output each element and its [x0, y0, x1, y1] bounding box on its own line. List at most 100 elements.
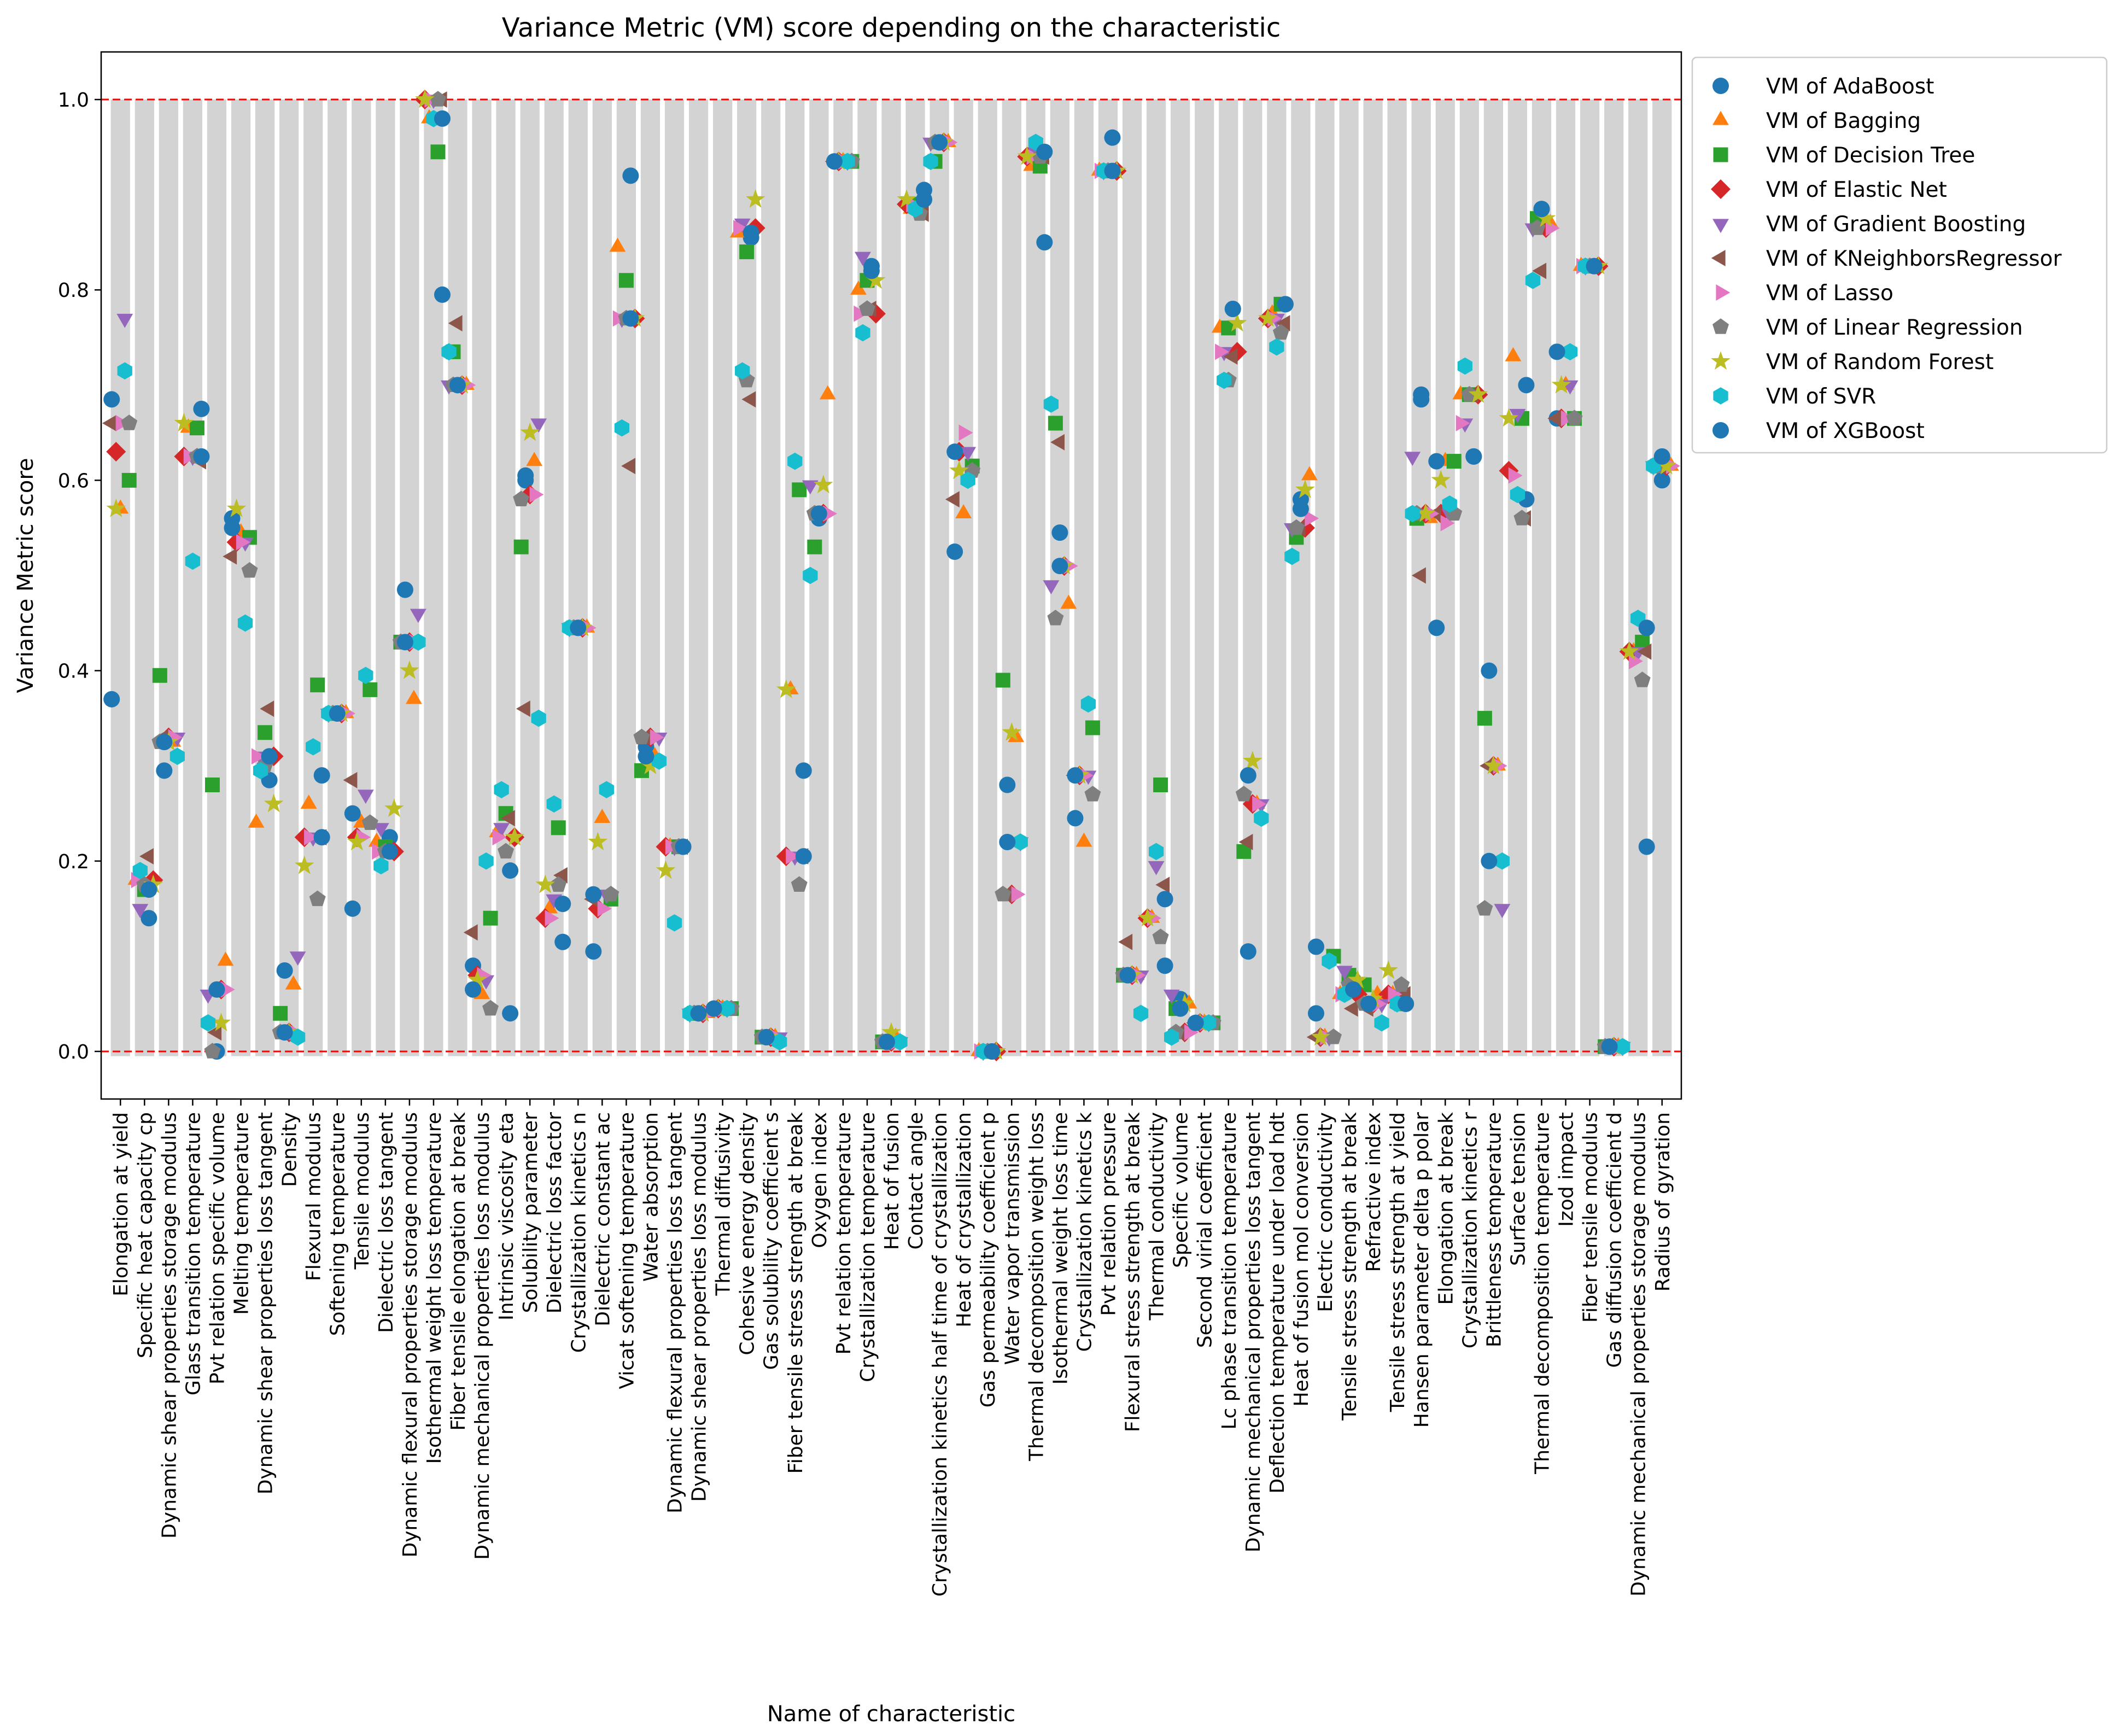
legend-label: VM of Decision Tree: [1766, 143, 1975, 168]
legend-marker: [1712, 219, 1729, 233]
x-axis: Elongation at yield Specific heat capacit…: [110, 1099, 1674, 1597]
data-point: [1525, 272, 1541, 289]
x-tick-label: Isothermal weight loss time: [1049, 1112, 1072, 1384]
data-point: [656, 860, 676, 879]
data-point: [1215, 343, 1230, 360]
data-point: [1295, 480, 1315, 498]
x-tick-label: Tensile modulus: [351, 1112, 373, 1270]
data-point: [1080, 695, 1096, 713]
data-point: [276, 1024, 293, 1041]
data-point: [1428, 453, 1445, 470]
category-band: [1628, 100, 1648, 1056]
data-point: [189, 420, 204, 436]
legend-frame: [1691, 56, 2108, 454]
y-axis: 0.0 0.2 0.4 0.6 0.8 1.0: [58, 89, 101, 1063]
x-tick-label: Electric conductivity: [1314, 1112, 1337, 1312]
data-point: [1533, 201, 1550, 218]
data-point: [1051, 524, 1068, 541]
x-tick-label: Heat of crystallization: [953, 1112, 975, 1328]
x-tick-label: Dielectric loss factor: [543, 1112, 566, 1314]
data-point: [1002, 722, 1022, 741]
x-tick-label: Oxygen index: [809, 1112, 831, 1248]
data-point: [141, 881, 157, 898]
data-point: [396, 581, 413, 598]
data-point: [609, 237, 626, 252]
legend-label: VM of Elastic Net: [1766, 178, 1947, 202]
data-point: [1008, 728, 1025, 743]
data-point: [502, 1005, 519, 1022]
y-tick-label: 0.4: [58, 661, 89, 683]
data-point: [1153, 778, 1168, 792]
data-point: [1481, 662, 1498, 679]
legend: VM of AdaBoost VM of Bagging VM of Decisio…: [1691, 56, 2108, 454]
data-point: [1566, 410, 1583, 425]
data-point: [1011, 886, 1026, 903]
data-point: [517, 467, 534, 484]
category-band: [978, 100, 997, 1056]
data-point: [1508, 467, 1523, 484]
data-point: [526, 452, 543, 466]
category-band: [833, 100, 853, 1056]
x-tick-label: Thermal decomposition weight loss: [1025, 1112, 1048, 1462]
data-point: [410, 609, 426, 623]
data-point: [958, 424, 973, 441]
x-tick-label: Flexural stress strength at break: [1122, 1112, 1144, 1432]
x-tick-label: Second virial coefficient: [1194, 1112, 1217, 1348]
category-band: [1363, 100, 1383, 1056]
data-point: [1586, 258, 1603, 274]
category-band: [857, 100, 877, 1056]
data-point: [897, 189, 916, 208]
data-point: [603, 885, 619, 902]
data-point: [1615, 1038, 1630, 1055]
data-point: [251, 748, 266, 765]
category-band: [1291, 100, 1311, 1056]
x-tick-label: Dynamic flexural properties storage modu…: [399, 1112, 422, 1558]
data-point: [667, 914, 682, 932]
data-point: [516, 700, 530, 717]
data-point: [494, 781, 509, 798]
data-point: [1378, 960, 1398, 979]
data-point: [1043, 395, 1059, 413]
data-point: [1050, 434, 1065, 451]
data-point: [276, 962, 293, 979]
data-point: [733, 220, 747, 237]
data-point: [554, 896, 571, 913]
category-band: [616, 100, 636, 1056]
category-band: [1171, 100, 1190, 1056]
data-point: [258, 725, 273, 740]
x-tick-label: Flexural modulus: [303, 1112, 325, 1281]
category-band: [1580, 100, 1600, 1056]
data-point: [441, 343, 457, 361]
x-tick-label: Isothermal weight loss temperature: [423, 1112, 446, 1464]
data-point: [498, 843, 515, 859]
x-tick-label: Tensile stress strength at break: [1338, 1112, 1361, 1421]
category-band: [1050, 100, 1070, 1056]
data-point: [1272, 324, 1289, 340]
data-point: [597, 900, 612, 917]
data-point: [131, 872, 145, 889]
data-point: [310, 677, 325, 693]
data-point: [500, 810, 515, 827]
x-tick-label: Elongation at break: [1435, 1112, 1457, 1305]
data-point: [1276, 315, 1290, 332]
y-tick-label: 0.2: [58, 851, 89, 873]
data-point: [492, 829, 507, 846]
data-point: [434, 286, 451, 303]
data-point: [814, 475, 833, 494]
data-point: [640, 755, 660, 774]
data-point: [1163, 989, 1180, 1004]
category-band: [448, 100, 467, 1056]
data-point: [1311, 1027, 1330, 1046]
data-point: [792, 482, 807, 498]
data-point: [1638, 619, 1655, 636]
data-point: [1184, 1024, 1199, 1041]
legend-marker: [1712, 110, 1729, 125]
data-point: [803, 566, 818, 584]
data-point: [690, 1005, 707, 1022]
data-point: [1476, 900, 1493, 916]
data-point: [1477, 711, 1492, 726]
data-point: [1494, 852, 1510, 870]
data-point: [810, 505, 827, 522]
data-point: [152, 668, 167, 683]
data-point: [193, 400, 210, 417]
